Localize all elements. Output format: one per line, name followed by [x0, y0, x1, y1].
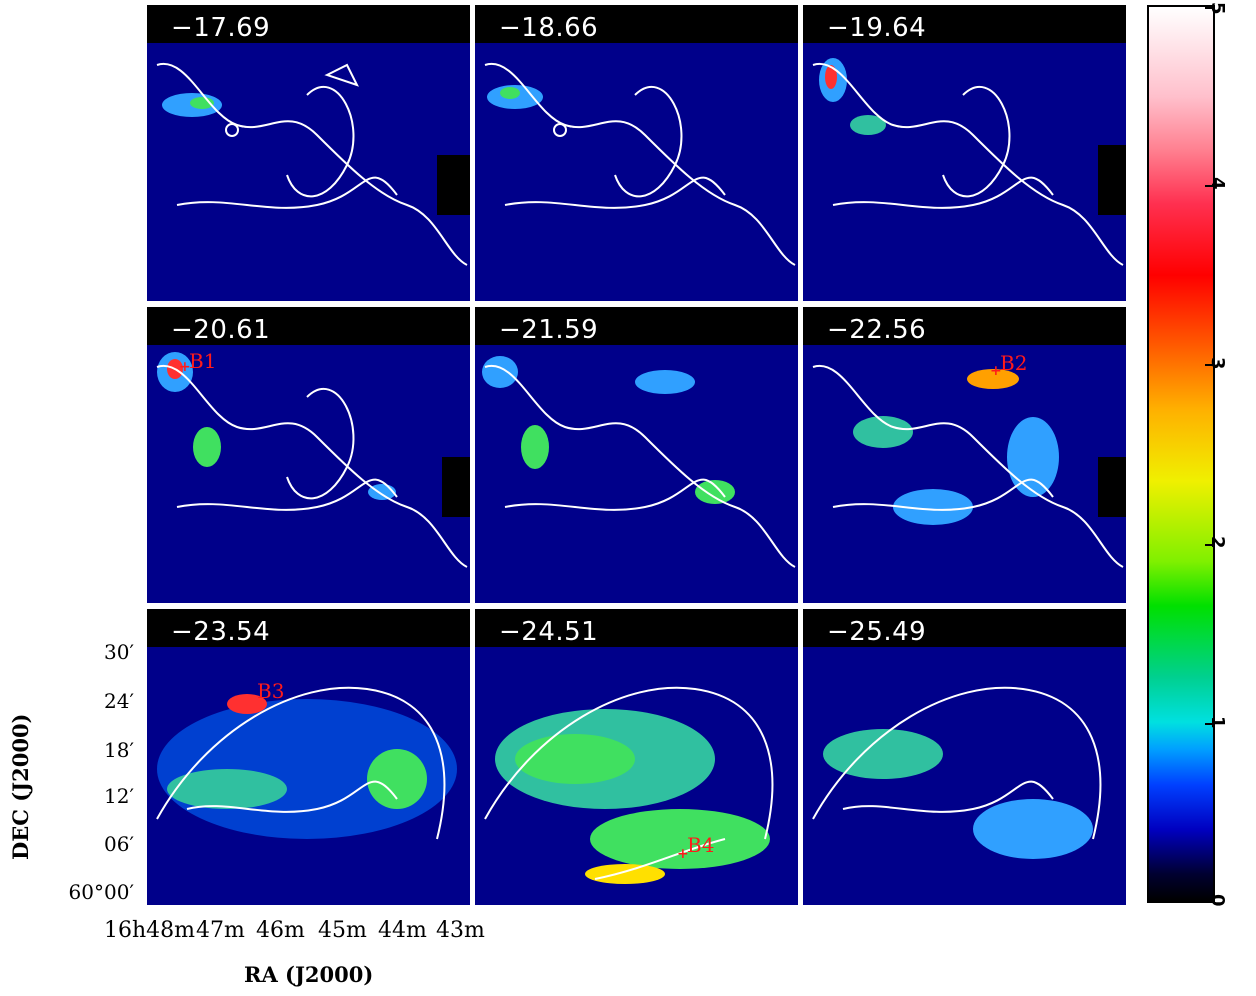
channel-panel-1: −17.69	[147, 5, 470, 301]
colorbar-tick-label: 2	[1207, 536, 1228, 549]
colorbar-tick-label: 0	[1207, 894, 1228, 907]
intensity-map	[147, 43, 470, 301]
x-tick-label: 46m	[256, 918, 305, 943]
channel-panel-8: −24.51 + B4	[475, 609, 798, 905]
channel-panel-4: −20.61 + B1	[147, 307, 470, 603]
velocity-label: −18.66	[499, 13, 599, 43]
channel-panel-2: −18.66	[475, 5, 798, 301]
velocity-label: −19.64	[827, 13, 927, 43]
y-tick-label: 30′	[104, 640, 134, 664]
y-tick-label: 24′	[104, 689, 134, 713]
y-tick-label: 06′	[104, 832, 134, 856]
position-marker-label: B3	[257, 679, 285, 703]
channel-panel-7: −23.54 B3	[147, 609, 470, 905]
colorbar-tick-label: 5	[1207, 2, 1228, 15]
colorbar	[1147, 5, 1215, 903]
position-cross-icon: +	[677, 846, 689, 862]
y-axis-label: DEC (J2000)	[8, 713, 33, 861]
colorbar-tick-label: 4	[1207, 177, 1228, 190]
channel-panel-3: −19.64	[803, 5, 1126, 301]
intensity-map	[803, 647, 1126, 905]
intensity-map	[475, 647, 798, 905]
position-cross-icon: +	[179, 359, 191, 375]
velocity-label: −22.56	[827, 315, 927, 345]
velocity-label: −25.49	[827, 617, 927, 647]
x-tick-label: 45m	[318, 918, 367, 943]
y-tick-label: 60°00′	[68, 880, 134, 904]
position-marker-label: B2	[1000, 351, 1028, 375]
intensity-map	[475, 345, 798, 603]
x-tick-label: 44m	[378, 918, 427, 943]
velocity-label: −20.61	[171, 315, 271, 345]
y-tick-label: 18′	[104, 738, 134, 762]
colorbar-tick-label: 3	[1207, 357, 1228, 370]
x-tick-label: 47m	[196, 918, 245, 943]
x-tick-label: 43m	[436, 918, 485, 943]
position-cross-icon: +	[990, 363, 1002, 379]
x-tick-label: 16h48m	[104, 918, 196, 943]
intensity-map	[147, 345, 470, 603]
velocity-label: −21.59	[499, 315, 599, 345]
y-tick-label: 12′	[104, 784, 134, 808]
intensity-map	[803, 345, 1126, 603]
position-marker-label: B4	[687, 833, 715, 857]
channel-panel-6: −22.56 + B2	[803, 307, 1126, 603]
colorbar-tick-label: 1	[1207, 716, 1228, 729]
intensity-map	[803, 43, 1126, 301]
velocity-label: −24.51	[499, 617, 599, 647]
velocity-label: −17.69	[171, 13, 271, 43]
intensity-map	[475, 43, 798, 301]
x-axis-label: RA (J2000)	[244, 962, 374, 987]
position-marker-label: B1	[189, 349, 217, 373]
channel-panel-9: −25.49	[803, 609, 1126, 905]
velocity-label: −23.54	[171, 617, 271, 647]
intensity-map	[147, 647, 470, 905]
channel-panel-5: −21.59	[475, 307, 798, 603]
